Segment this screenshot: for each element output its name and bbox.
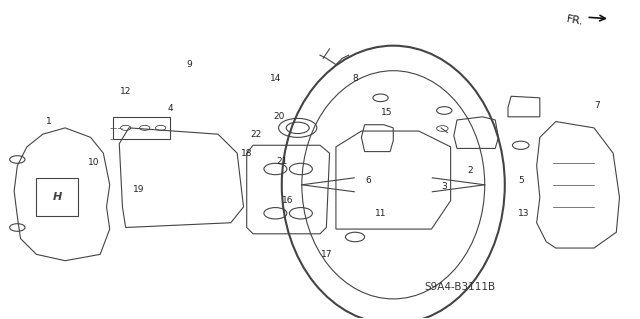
Text: 9: 9	[186, 60, 192, 69]
Text: 19: 19	[132, 185, 144, 194]
Text: 7: 7	[595, 101, 600, 110]
Text: 14: 14	[269, 74, 281, 83]
Text: 6: 6	[365, 175, 371, 185]
Text: 1: 1	[46, 117, 52, 126]
Text: 20: 20	[273, 112, 284, 121]
Text: 17: 17	[321, 250, 332, 259]
Text: 4: 4	[168, 104, 173, 113]
Text: 18: 18	[241, 149, 252, 158]
Text: 21: 21	[276, 157, 287, 166]
Text: 10: 10	[88, 158, 100, 167]
Text: FR.: FR.	[566, 14, 584, 27]
Text: 11: 11	[375, 209, 387, 218]
Text: 22: 22	[251, 130, 262, 139]
Text: 13: 13	[518, 209, 530, 218]
Text: H: H	[53, 192, 62, 203]
Text: 8: 8	[352, 74, 358, 83]
Text: S9A4-B3111B: S9A4-B3111B	[424, 282, 496, 292]
Text: 15: 15	[381, 108, 393, 116]
Text: 16: 16	[282, 196, 294, 205]
Text: 5: 5	[518, 175, 524, 185]
Text: 3: 3	[442, 182, 447, 191]
Text: 2: 2	[467, 166, 472, 175]
Text: 12: 12	[120, 87, 131, 96]
